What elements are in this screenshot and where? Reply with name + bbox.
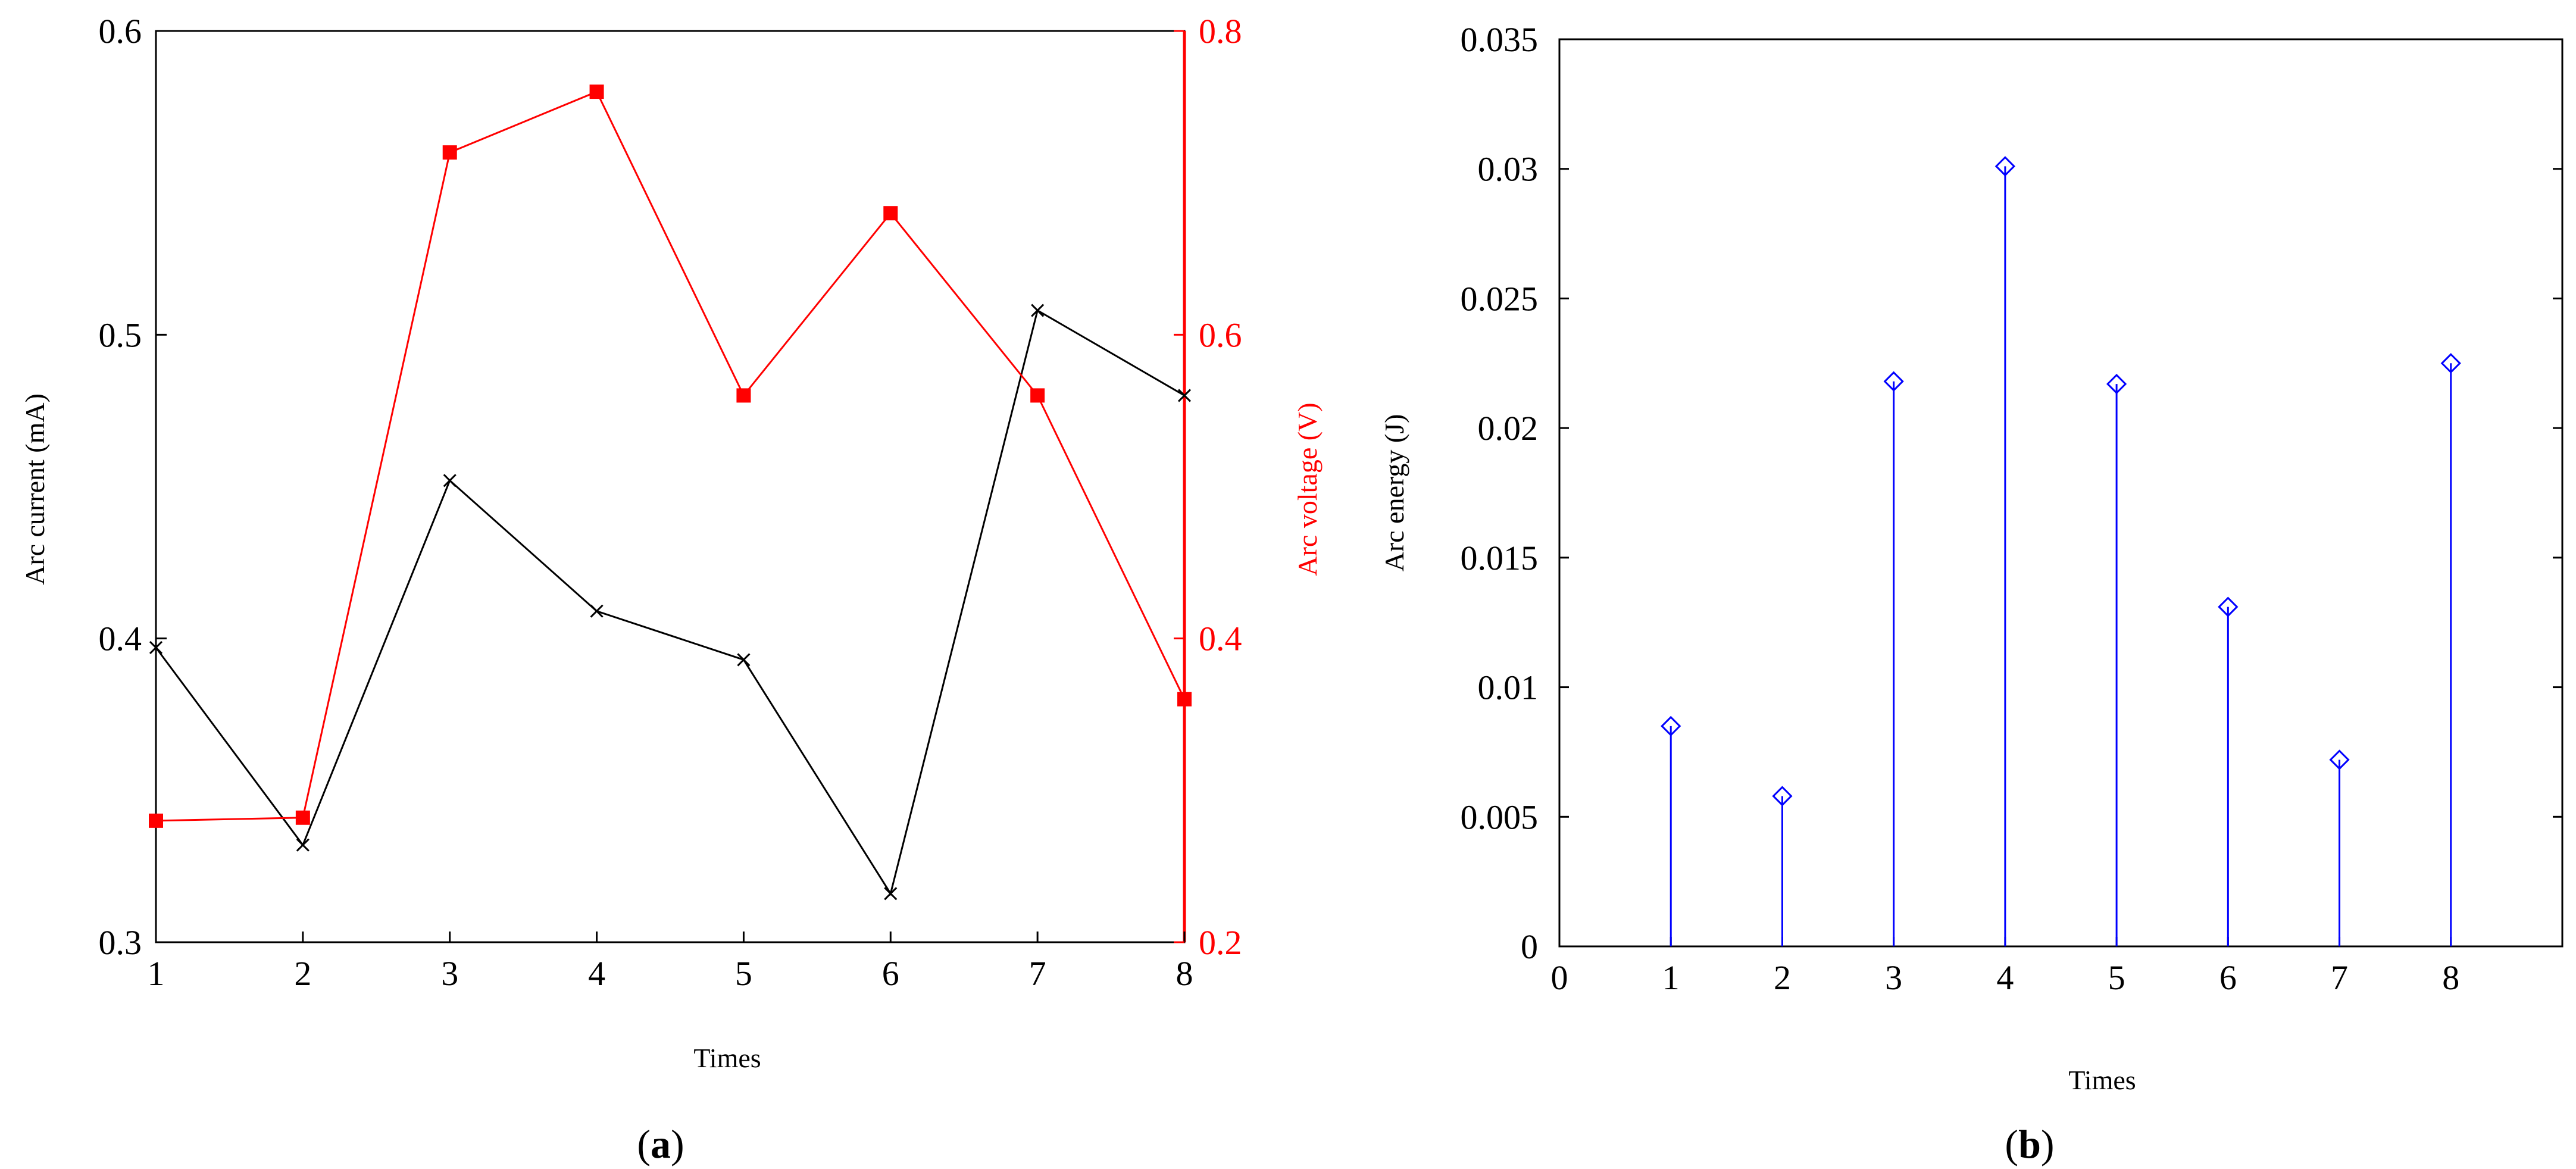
arc-current-line [155,309,1185,896]
y-tick-label: 0.4 [99,620,142,658]
arc-voltage-line [155,90,1186,822]
x-tick-label: 4 [1996,958,2014,997]
x-tick-label: 1 [1662,958,1680,997]
panel-b-y-axis-label: Arc energy (J) [1379,414,1409,572]
x-tick-label: 2 [294,954,311,993]
x-tick-label: 3 [1885,958,1902,997]
arc-energy-point [2440,353,2461,374]
y-tick-label: 0.02 [1478,409,1539,448]
panel-a-x-axis-label: Times [693,1043,761,1073]
x-tick-label: 3 [441,954,458,993]
x-tick-label: 8 [1176,954,1193,993]
arc-current-point [884,887,898,901]
panel-a-plot-frame [155,30,1186,943]
panel-b-series [1661,156,2461,946]
y-tick-label: 0.01 [1478,668,1539,707]
y-tick-label: 0.015 [1461,539,1539,577]
arc-energy-point [2218,596,2239,617]
arc-current-point [1177,389,1192,402]
arc-voltage-point [589,85,604,99]
arc-voltage-point [149,813,163,828]
arc-energy-point [1883,371,1904,392]
panel-a-caption: (a) [637,1121,684,1167]
arc-energy-point [1772,786,1793,807]
panel-b-y-ticks: 0 0.005 0.01 0.015 0.02 0.025 0.03 0.035 [1461,20,2562,966]
panel-a-x-ticks: 1 2 3 4 5 6 7 8 [148,932,1193,993]
arc-energy-point [2329,749,2350,770]
arc-current-point [590,604,604,618]
x-tick-label: 7 [2331,958,2348,997]
arc-voltage-point [295,810,310,825]
y-tick-label: 0.6 [99,12,142,51]
panel-a-caption-letter: a [651,1121,671,1167]
panel-a-series [149,85,1192,901]
panel-a-chart: 1 2 3 4 5 6 7 8 0.3 0.4 0.5 0.6 0.2 0.4 0.6 0.8 Times… [20,12,1323,1167]
panel-b-x-ticks: 0 1 2 3 4 5 6 7 8 [1551,937,2459,997]
y-tick-label: 0.5 [99,315,142,354]
y2-tick-label: 0.8 [1199,12,1242,51]
arc-energy-point [1994,156,2016,177]
y-tick-label: 0.03 [1478,150,1539,189]
x-tick-label: 8 [2442,958,2459,997]
y-tick-label: 0 [1521,927,1538,966]
arc-voltage-point [736,388,751,403]
panel-b-x-axis-label: Times [2068,1065,2136,1095]
panel-b-caption: (b) [2005,1121,2054,1167]
x-tick-label: 4 [588,954,605,993]
x-tick-label: 2 [1774,958,1791,997]
arc-current-point [149,640,163,655]
x-tick-label: 1 [148,954,165,993]
panel-a-left-y-ticks: 0.3 0.4 0.5 0.6 [99,12,167,962]
arc-voltage-point [442,145,457,160]
arc-voltage-point [1030,388,1045,403]
arc-current-point [1031,304,1045,317]
x-tick-label: 6 [882,954,899,993]
y2-tick-label: 0.2 [1199,923,1242,962]
panel-a-right-y-axis-label: Arc voltage (V) [1292,402,1323,576]
x-tick-label: 5 [735,954,752,993]
arc-current-point [296,838,310,852]
panel-b-plot-frame [1558,38,2564,948]
y-tick-label: 0.005 [1461,798,1539,836]
x-tick-label: 6 [2219,958,2237,997]
y2-tick-label: 0.6 [1199,315,1242,354]
x-tick-label: 0 [1551,958,1568,997]
arc-voltage-point [1177,692,1192,707]
arc-current-point [443,474,457,487]
panel-a-right-y-ticks: 0.2 0.4 0.6 0.8 [1174,12,1242,962]
panel-b-chart: 0 1 2 3 4 5 6 7 8 0 0.005 0.01 0.015 0.02 0.025 0.03 0.… [1379,20,2564,1167]
y2-tick-label: 0.4 [1199,620,1242,658]
panel-a-left-y-axis-label: Arc current (mA) [20,393,50,585]
arc-energy-point [1661,715,1681,737]
arc-voltage-point [883,206,898,221]
y-tick-label: 0.035 [1461,20,1539,59]
y-tick-label: 0.3 [99,923,142,962]
arc-energy-point [2106,373,2127,395]
panel-b-caption-letter: b [2018,1121,2041,1167]
x-tick-label: 7 [1029,954,1046,993]
arc-current-point [737,653,751,667]
y-tick-label: 0.025 [1461,279,1539,318]
x-tick-label: 5 [2108,958,2125,997]
